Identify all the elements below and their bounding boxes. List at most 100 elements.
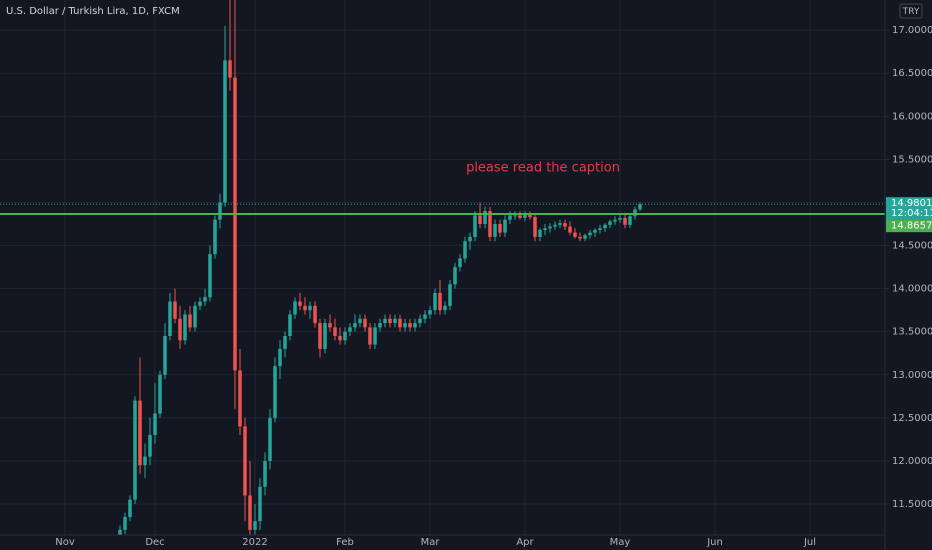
currency-label[interactable]: TRY (902, 7, 920, 17)
y-tick-label: 14.50000 (892, 241, 932, 252)
x-tick-label: May (610, 537, 631, 548)
y-tick-label: 13.00000 (892, 370, 932, 381)
candle-body (263, 460, 267, 487)
candle-body (633, 209, 637, 217)
candle-body (568, 226, 572, 233)
candle-body (308, 305, 312, 311)
candle-body (118, 529, 122, 535)
candle-body (218, 202, 222, 220)
candle-body (368, 327, 372, 345)
candle-body (453, 267, 457, 285)
candle-body (298, 301, 302, 306)
y-tick-label: 12.00000 (892, 456, 932, 467)
candle-body (588, 232, 592, 236)
candle-body (313, 305, 317, 324)
candle-body (628, 216, 632, 225)
candle-body (553, 224, 557, 227)
x-tick-label: Apr (516, 537, 534, 548)
candle-body (323, 323, 327, 349)
candle-body (493, 223, 497, 237)
candle-body (268, 417, 272, 461)
candle-body (278, 348, 282, 367)
candle-body (293, 301, 297, 315)
candle-body (638, 204, 642, 210)
last-price-box (886, 197, 932, 220)
y-tick-label: 14.00000 (892, 284, 932, 295)
candle-body (508, 215, 512, 220)
candle-body (383, 318, 387, 324)
candle-body (563, 223, 567, 227)
candle-body (593, 230, 597, 233)
candle-body (338, 335, 342, 341)
candle-body (143, 456, 147, 466)
last-price-label: 14.98015 (891, 198, 932, 209)
candle-body (548, 226, 552, 229)
candle-body (373, 327, 377, 345)
candle-body (458, 258, 462, 268)
candle-body (463, 241, 467, 259)
candle-body (183, 314, 187, 341)
candle-body (353, 323, 357, 328)
y-tick-label: 16.50000 (892, 68, 932, 79)
axes: 11.50000 12.00000 12.50000 13.00000 13.50000… (55, 25, 932, 548)
candle-body (243, 426, 247, 496)
candle-body (178, 318, 182, 341)
x-tick-label: Dec (145, 537, 164, 548)
candle-body (133, 400, 137, 500)
candle-body (498, 223, 502, 233)
candle-body (488, 211, 492, 237)
plot-area (0, 0, 885, 535)
candle-body (203, 297, 207, 302)
candle-body (413, 323, 417, 328)
candle-body (503, 219, 507, 233)
candle-body (228, 60, 232, 78)
x-tick-label: Mar (421, 537, 441, 548)
candle-body (283, 335, 287, 349)
candle-body (158, 374, 162, 414)
candle-body (388, 318, 392, 324)
candle-body (618, 217, 622, 220)
x-tick-label: Nov (55, 537, 75, 548)
candle-body (208, 254, 212, 298)
candle-body (418, 318, 422, 324)
candle-body (473, 215, 477, 237)
y-tick-label: 17.00000 (892, 25, 932, 36)
candle-body (288, 314, 292, 336)
candle-body (248, 495, 252, 530)
x-tick-label: Feb (336, 537, 354, 548)
candle-body (483, 211, 487, 224)
y-tick-label: 12.50000 (892, 413, 932, 424)
candle-body (398, 318, 402, 328)
y-tick-label: 16.00000 (892, 111, 932, 122)
candle-body (443, 305, 447, 311)
candle-body (193, 305, 197, 328)
candle-body (513, 215, 517, 217)
y-tick-label: 11.50000 (892, 499, 932, 510)
candle-body (138, 400, 142, 466)
candle-body (613, 219, 617, 222)
candle-body (148, 435, 152, 457)
candle-body (608, 221, 612, 225)
x-tick-label: Jul (803, 537, 816, 548)
candle-body (333, 327, 337, 336)
candle-body (153, 413, 157, 436)
candle-body (578, 236, 582, 239)
candle-body (448, 284, 452, 306)
candle-body (428, 310, 432, 315)
candle-body (393, 318, 397, 324)
candle-body (623, 217, 627, 225)
candle-body (343, 331, 347, 341)
currency-button[interactable] (899, 3, 923, 19)
candle-body (518, 215, 522, 218)
x-tick-label: Jun (706, 537, 723, 548)
candle-body (468, 236, 472, 242)
candle-body (363, 318, 367, 328)
y-tick-label: 13.50000 (892, 327, 932, 338)
candle-body (543, 228, 547, 231)
candle-body (123, 516, 127, 530)
horizontal-line-box (886, 219, 932, 233)
candle-body (558, 223, 562, 225)
candle-body (273, 366, 277, 418)
